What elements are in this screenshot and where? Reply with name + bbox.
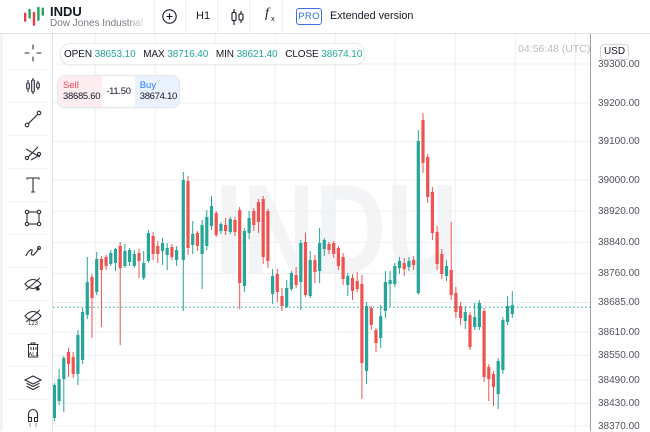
svg-text:INDU: INDU bbox=[215, 158, 458, 300]
svg-text:123: 123 bbox=[28, 321, 39, 327]
svg-text:ALL: ALL bbox=[28, 352, 39, 358]
